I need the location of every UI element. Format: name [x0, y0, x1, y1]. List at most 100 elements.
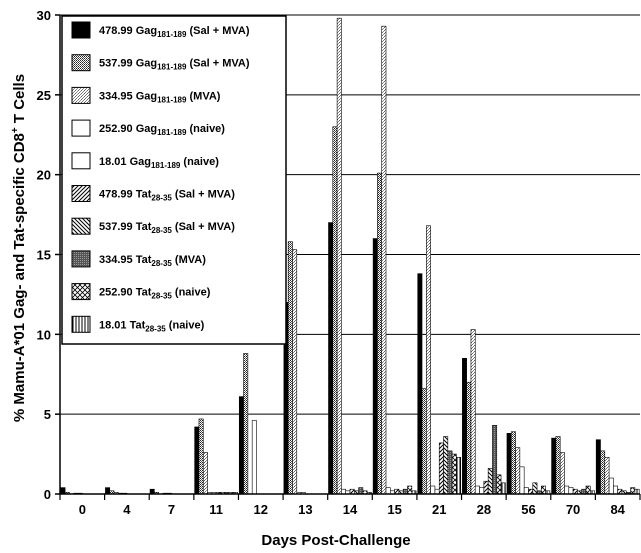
x-tick-label: 56 — [521, 502, 535, 517]
bar — [523, 487, 529, 495]
bar — [483, 480, 489, 495]
x-axis-title: Days Post-Challenge — [261, 532, 410, 549]
legend-entry: 334.95 Gag181-189 (MVA) — [99, 90, 221, 104]
legend-entry: 252.90 Gag181-189 (naive) — [99, 123, 225, 137]
bar — [421, 388, 427, 495]
bar — [251, 420, 257, 495]
legend-entry: 18.01 Gag181-189 (naive) — [99, 156, 219, 170]
legend: 478.99 Gag181-189 (Sal + MVA) 537.99 Gag1… — [61, 15, 287, 345]
x-tick-label: 14 — [343, 502, 358, 517]
x-tick-label: 70 — [566, 502, 580, 517]
x-tick-label: 28 — [477, 502, 491, 517]
legend-entry: 478.99 Gag181-189 (Sal + MVA) — [99, 25, 250, 39]
bar — [194, 426, 200, 495]
legend-entry: 537.99 Tat28-35 (Sal + MVA) — [99, 221, 235, 235]
y-tick-label: 15 — [37, 248, 51, 263]
bar — [198, 418, 204, 495]
x-tick-label: 13 — [298, 502, 312, 517]
axes — [55, 14, 641, 500]
bar — [496, 474, 502, 495]
bar — [105, 487, 111, 495]
legend-swatch — [71, 119, 91, 137]
bar — [372, 238, 378, 495]
bar — [377, 172, 383, 495]
y-tick-label: 5 — [44, 407, 51, 422]
bar — [608, 477, 614, 495]
bar — [438, 442, 444, 495]
bar — [456, 456, 462, 495]
y-tick-label: 25 — [37, 88, 51, 103]
legend-box — [61, 15, 287, 345]
bar — [551, 437, 557, 495]
y-tick-labels: 0 5 10 15 20 25 30 — [37, 8, 51, 502]
bar — [595, 439, 601, 495]
bar — [443, 436, 449, 495]
bar — [332, 126, 338, 495]
bar — [500, 482, 506, 495]
bar — [238, 396, 244, 495]
legend-swatch — [71, 152, 91, 170]
x-tick-label: 4 — [123, 502, 131, 517]
legend-swatch — [71, 21, 91, 39]
bar — [202, 452, 208, 495]
legend-entry: 252.90 Tat28-35 (naive) — [99, 287, 211, 301]
bar — [604, 456, 610, 495]
bar — [243, 353, 249, 495]
x-tick-label: 0 — [79, 502, 86, 517]
x-tick-label: 12 — [254, 502, 268, 517]
bar — [568, 487, 574, 495]
legend-swatch — [71, 315, 91, 333]
legend-entry: 334.95 Tat28-35 (MVA) — [99, 254, 206, 268]
bar — [336, 17, 342, 495]
legend-swatch — [71, 283, 91, 301]
y-tick-label: 10 — [37, 327, 51, 342]
bar — [417, 273, 423, 495]
legend-swatch — [71, 250, 91, 268]
bar — [292, 249, 298, 495]
bar — [358, 487, 364, 495]
x-tick-label: 15 — [387, 502, 401, 517]
bar — [328, 222, 334, 495]
bar — [426, 225, 431, 495]
bar — [559, 452, 565, 495]
x-tick-label: 11 — [209, 502, 223, 517]
legend-entry: 18.01 Tat28-35 (naive) — [99, 319, 205, 333]
bar — [385, 487, 391, 495]
legend-swatch — [71, 185, 91, 202]
y-tick-label: 0 — [44, 487, 51, 502]
bar — [407, 485, 413, 495]
legend-entry: 478.99 Tat28-35 (Sal + MVA) — [99, 189, 235, 203]
legend-swatch — [71, 86, 91, 104]
bar — [381, 25, 387, 495]
bar — [60, 487, 66, 495]
bar — [555, 436, 561, 495]
y-tick-label: 20 — [37, 168, 51, 183]
bar — [287, 241, 293, 495]
legend-swatch — [71, 54, 91, 72]
x-tick-label: 21 — [432, 502, 446, 517]
bar — [532, 482, 538, 495]
bar — [466, 381, 472, 495]
bar — [506, 433, 512, 495]
bar — [474, 485, 480, 495]
x-tick-label: 84 — [610, 502, 625, 517]
bar — [600, 450, 606, 495]
bar — [430, 485, 436, 495]
bar — [510, 431, 516, 495]
bar — [541, 485, 546, 495]
bar — [630, 487, 636, 495]
bars — [60, 17, 640, 495]
bar — [462, 357, 467, 495]
y-tick-label: 30 — [37, 8, 51, 23]
bar — [515, 447, 521, 495]
x-tick-labels: 0 4 7 11 12 13 14 15 21 28 56 70 84 — [79, 502, 626, 517]
bar — [470, 329, 476, 495]
bar — [479, 487, 485, 495]
legend-swatch — [71, 217, 91, 235]
bar — [564, 485, 570, 495]
bar — [492, 425, 498, 495]
bar — [451, 453, 457, 495]
y-axis-title: % Mamu-A*01 Gag- and Tat-specific CD8+ T… — [10, 74, 28, 422]
bar — [487, 468, 493, 495]
